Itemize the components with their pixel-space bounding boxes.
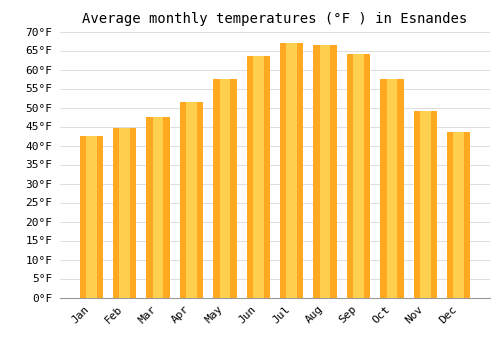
- Bar: [420, 111, 430, 298]
- Bar: [414, 111, 437, 298]
- Bar: [447, 132, 470, 298]
- Title: Average monthly temperatures (°F ) in Esnandes: Average monthly temperatures (°F ) in Es…: [82, 12, 468, 26]
- Bar: [320, 45, 330, 298]
- Bar: [280, 43, 303, 298]
- Bar: [213, 79, 236, 298]
- Bar: [253, 56, 264, 298]
- Bar: [186, 102, 196, 298]
- Bar: [246, 56, 270, 298]
- Bar: [86, 136, 97, 298]
- Bar: [347, 54, 370, 298]
- Bar: [153, 117, 164, 298]
- Bar: [380, 79, 404, 298]
- Bar: [113, 128, 136, 298]
- Bar: [120, 128, 130, 298]
- Bar: [354, 54, 364, 298]
- Bar: [146, 117, 170, 298]
- Bar: [220, 79, 230, 298]
- Bar: [80, 136, 103, 298]
- Bar: [314, 45, 337, 298]
- Bar: [180, 102, 203, 298]
- Bar: [454, 132, 464, 298]
- Bar: [386, 79, 397, 298]
- Bar: [286, 43, 297, 298]
